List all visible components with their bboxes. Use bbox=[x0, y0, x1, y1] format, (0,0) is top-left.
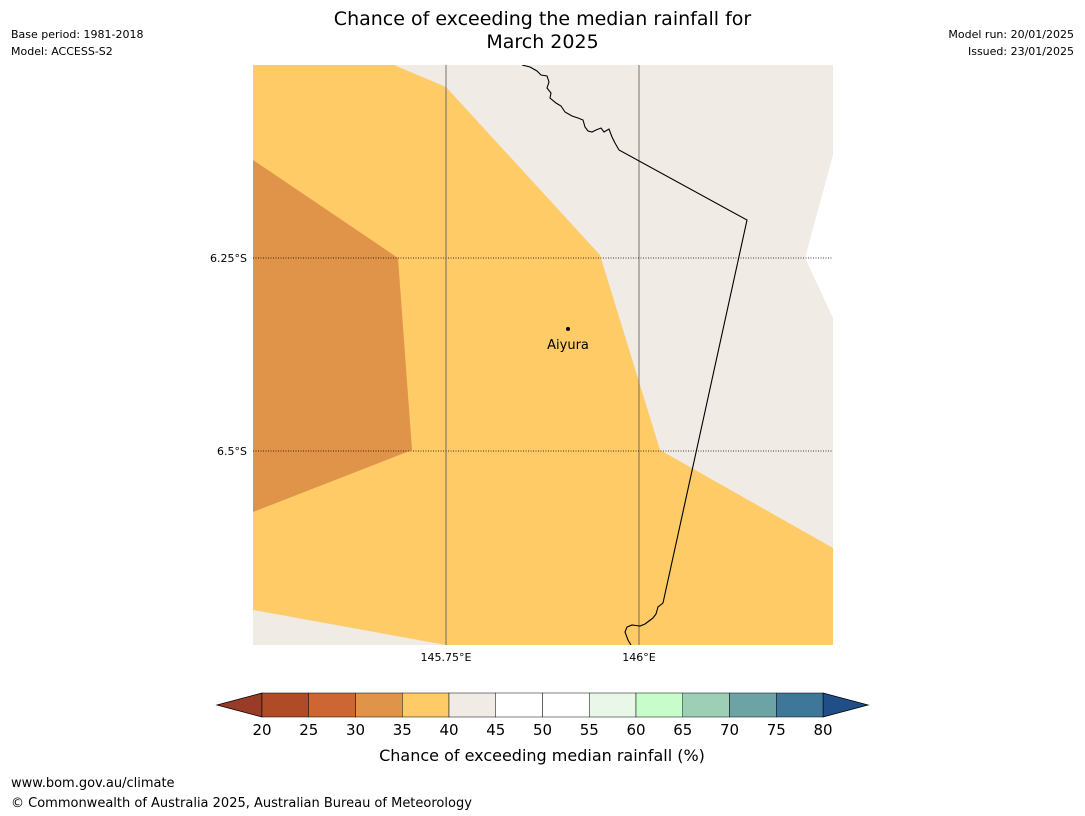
colorbar-tick-label: 20 bbox=[252, 721, 271, 739]
metadata-left: Base period: 1981-2018 Model: ACCESS-S2 bbox=[11, 26, 143, 60]
region-30-35 bbox=[253, 160, 412, 512]
colorbar-tick-label: 45 bbox=[486, 721, 505, 739]
colorbar-segment bbox=[776, 692, 824, 718]
aiyura-marker bbox=[566, 327, 570, 331]
colorbar-segment bbox=[635, 692, 683, 718]
colorbar-tick-label: 35 bbox=[393, 721, 412, 739]
colorbar-tick-label: 40 bbox=[439, 721, 458, 739]
colorbar-segment bbox=[402, 692, 450, 718]
lat-label-6-25: 6.25°S bbox=[210, 252, 247, 265]
colorbar-title: Chance of exceeding median rainfall (%) bbox=[379, 746, 705, 765]
model-text: Model: ACCESS-S2 bbox=[11, 45, 113, 58]
map-title: Chance of exceeding the median rainfall … bbox=[0, 8, 1085, 54]
region-35-40 bbox=[253, 65, 833, 645]
metadata-right: Model run: 20/01/2025 Issued: 23/01/2025 bbox=[948, 26, 1074, 60]
colorbar-tick-label: 60 bbox=[626, 721, 645, 739]
issued-text: Issued: 23/01/2025 bbox=[967, 45, 1074, 58]
colorbar-tick-label: 55 bbox=[580, 721, 599, 739]
base-period-text: Base period: 1981-2018 bbox=[11, 28, 144, 41]
colorbar-tick-label: 50 bbox=[533, 721, 552, 739]
colorbar-segment bbox=[589, 692, 637, 718]
colorbar-tick-label: 70 bbox=[720, 721, 739, 739]
footer-copyright: © Commonwealth of Australia 2025, Austra… bbox=[11, 796, 472, 811]
lon-label-146: 146°E bbox=[622, 651, 655, 664]
colorbar-tick-label: 30 bbox=[346, 721, 365, 739]
colorbar-segment bbox=[355, 692, 403, 718]
region-no-data bbox=[805, 65, 833, 318]
colorbar-segment bbox=[448, 692, 496, 718]
footer: www.bom.gov.au/climate © Commonwealth of… bbox=[11, 774, 472, 814]
province-border bbox=[521, 65, 748, 645]
footer-url: www.bom.gov.au/climate bbox=[11, 776, 175, 791]
aiyura-label: Aiyura bbox=[547, 338, 589, 353]
colorbar-segment bbox=[729, 692, 777, 718]
model-run-text: Model run: 20/01/2025 bbox=[948, 28, 1074, 41]
colorbar-segment bbox=[542, 692, 590, 718]
colorbar-tick-label: 65 bbox=[673, 721, 692, 739]
colorbar-segment bbox=[682, 692, 730, 718]
colorbar-tick-label: 25 bbox=[299, 721, 318, 739]
colorbar-segment bbox=[261, 692, 309, 718]
map-area bbox=[253, 65, 833, 645]
title-line-1: Chance of exceeding the median rainfall … bbox=[333, 8, 752, 30]
lat-label-6-5: 6.5°S bbox=[217, 445, 247, 458]
title-line-2: March 2025 bbox=[486, 31, 599, 53]
colorbar-extend-high bbox=[822, 692, 870, 718]
lon-label-145-75: 145.75°E bbox=[421, 651, 472, 664]
colorbar: 20 25 30 35 40 45 50 55 60 65 70 75 80 bbox=[215, 692, 870, 739]
colorbar-segment bbox=[495, 692, 543, 718]
colorbar-tick-label: 80 bbox=[813, 721, 832, 739]
colorbar-tick-label: 75 bbox=[767, 721, 786, 739]
colorbar-extend-low bbox=[215, 692, 263, 718]
colorbar-segment bbox=[308, 692, 356, 718]
